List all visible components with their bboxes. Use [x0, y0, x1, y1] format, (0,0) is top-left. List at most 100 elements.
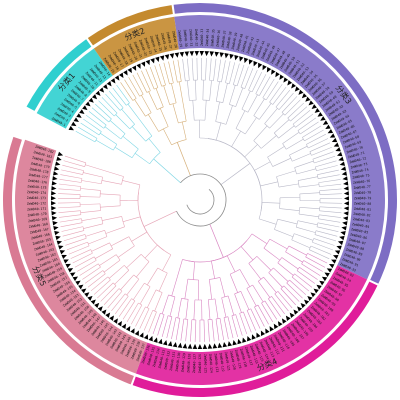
branch-segment — [171, 276, 178, 297]
leaf-label: ZmWD40-139 — [125, 339, 137, 358]
branch-segment — [318, 179, 341, 183]
leaf-marker — [51, 180, 57, 186]
leaf-marker — [125, 325, 131, 332]
leaf-label: ZmWD40-91 — [341, 257, 359, 267]
leaf-marker — [327, 128, 334, 134]
branch-segment — [114, 296, 129, 315]
leaf-label: ZmWD40-19 — [122, 46, 133, 63]
leaf-label: ZmWD40-28 — [171, 30, 178, 48]
branch-segment — [134, 99, 146, 117]
leaf-label: ZmWD40-1 — [51, 116, 66, 127]
leaf-marker — [51, 185, 57, 191]
branch-segment — [58, 193, 81, 195]
branch-segment — [102, 216, 122, 221]
branch-segment — [139, 286, 151, 305]
branch-segment — [286, 138, 304, 150]
branch-arc — [82, 226, 85, 231]
branch-segment — [209, 80, 212, 101]
leaf-label: ZmWD40-130 — [175, 352, 182, 372]
branch-segment — [258, 281, 271, 298]
branch-arc — [124, 265, 130, 271]
branch-arc — [171, 139, 187, 146]
branch-arc — [146, 90, 151, 93]
leaf-label: ZmWD40-32 — [194, 29, 198, 46]
leaf-marker — [343, 206, 349, 211]
branch-segment — [209, 58, 212, 81]
branch-segment — [279, 196, 300, 199]
branch-segment — [269, 113, 284, 129]
branch-arc — [261, 300, 266, 304]
leaf-marker — [118, 72, 124, 79]
branch-segment — [277, 262, 294, 276]
branch-arc — [312, 238, 314, 243]
branch-segment — [319, 183, 342, 187]
branch-arc — [234, 291, 241, 295]
leaf-label: ZmWD40-29 — [177, 30, 183, 48]
branch-segment — [182, 59, 186, 81]
branch-segment — [260, 181, 278, 187]
leaf-marker — [105, 312, 111, 318]
branch-segment — [312, 241, 334, 251]
branch-segment — [95, 103, 112, 120]
branch-segment — [256, 256, 272, 271]
branch-segment — [254, 306, 265, 327]
branch-arc — [155, 289, 163, 293]
branch-segment — [163, 85, 170, 105]
branch-segment — [211, 260, 215, 279]
branch-segment — [146, 267, 159, 286]
branch-segment — [121, 108, 135, 125]
leaf-marker — [222, 341, 228, 348]
branch-segment — [284, 99, 301, 116]
leaf-marker — [76, 113, 82, 118]
branch-arc — [291, 233, 295, 240]
leaf-label: ZmWD40-160 — [41, 262, 60, 274]
leaf-marker — [248, 59, 253, 65]
branch-segment — [88, 236, 108, 245]
branch-segment — [214, 298, 219, 319]
branch-segment — [152, 313, 161, 335]
branch-segment — [180, 318, 185, 341]
group-band-g4 — [135, 265, 368, 385]
branch-segment — [227, 295, 235, 316]
leaf-label: ZmWD40-125 — [203, 354, 208, 373]
branch-segment — [246, 288, 257, 307]
leaf-label: ZmWD40-71 — [347, 151, 365, 160]
branch-segment — [131, 126, 146, 142]
branch-segment — [259, 76, 271, 96]
leaf-marker — [337, 240, 344, 246]
branch-segment — [268, 272, 283, 288]
branch-segment — [309, 142, 331, 152]
leaf-label: ZmWD40-21 — [133, 41, 143, 59]
branch-arc — [292, 124, 296, 128]
leaf-marker — [338, 156, 344, 162]
leaf-marker — [70, 121, 77, 127]
branch-segment — [291, 276, 310, 292]
branch-segment — [312, 151, 334, 160]
branch-arc — [215, 318, 221, 320]
branch-segment — [184, 279, 189, 299]
branch-segment — [98, 100, 115, 117]
leaf-marker — [340, 166, 347, 171]
leaf-marker — [177, 342, 183, 348]
branch-arc — [240, 86, 245, 89]
leaf-marker — [308, 100, 314, 106]
leaf-marker — [224, 53, 229, 59]
branch-segment — [80, 122, 100, 136]
branch-segment — [272, 157, 291, 167]
branch-arc — [318, 182, 320, 187]
branch-segment — [298, 213, 319, 218]
leaf-marker — [162, 340, 168, 346]
branch-segment — [84, 270, 104, 284]
branch-segment — [294, 160, 314, 168]
leaf-marker — [140, 61, 146, 67]
branch-segment — [91, 107, 109, 123]
branch-segment — [131, 231, 148, 242]
branch-arc — [314, 230, 317, 235]
branch-segment — [304, 129, 324, 142]
branch-segment — [240, 66, 249, 88]
leaf-label: ZmWD40-35 — [210, 29, 215, 47]
branch-segment — [110, 236, 130, 247]
branch-segment — [267, 146, 285, 158]
branch-segment — [191, 58, 194, 81]
branch-segment — [317, 222, 340, 228]
